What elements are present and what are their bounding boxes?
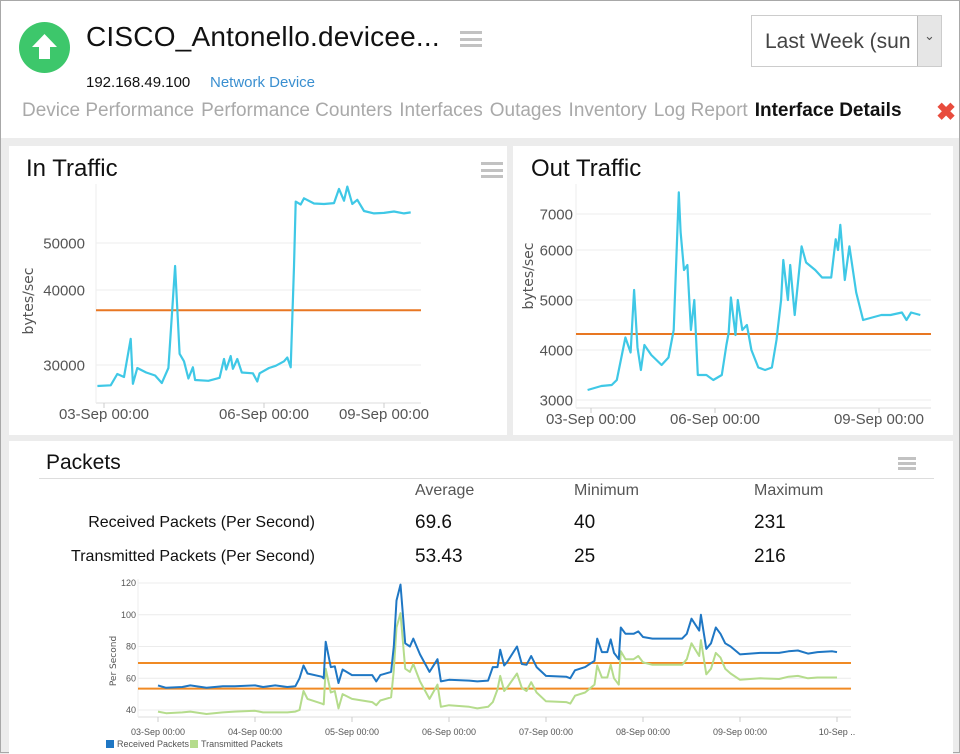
out-traffic-title: Out Traffic: [531, 155, 642, 182]
legend-transmitted[interactable]: Transmitted Packets: [190, 739, 283, 749]
tab-log-report[interactable]: Log Report: [653, 100, 748, 121]
device-menu-icon[interactable]: [460, 31, 482, 47]
packets-title: Packets: [46, 451, 121, 474]
x-tick-label: 06-Sep 00:00: [219, 406, 309, 423]
device-title: CISCO_Antonello.devicee...: [86, 21, 440, 52]
traffic-line: [587, 191, 921, 392]
out-traffic-panel: Out Traffic: [513, 146, 953, 435]
y-tick-label: 50000: [43, 235, 85, 252]
tab-interfaces[interactable]: Interfaces: [399, 100, 483, 121]
in-traffic-title: In Traffic: [26, 155, 118, 182]
transmitted-minimum: 25: [574, 546, 596, 567]
x-tick-label: 09-Sep 00:00: [713, 727, 767, 737]
y-tick-label: 100: [121, 610, 136, 620]
received-average: 69.6: [415, 512, 452, 533]
x-tick-label: 07-Sep 00:00: [519, 727, 573, 737]
x-tick-label: 03-Sep 00:00: [131, 727, 185, 737]
x-tick-label: 09-Sep 00:00: [834, 411, 924, 428]
chevron-down-icon[interactable]: ⌄: [917, 16, 941, 66]
x-tick-label: 03-Sep 00:00: [59, 406, 149, 423]
tab-performance-counters[interactable]: Performance Counters: [201, 100, 393, 121]
y-tick-label: 120: [121, 578, 136, 588]
y-tick-label: 60: [126, 673, 136, 683]
y-axis-label: bytes/sec: [21, 268, 37, 335]
legend-swatch-transmitted: [190, 740, 198, 748]
x-tick-label: 03-Sep 00:00: [546, 411, 636, 428]
received-packets-line: [157, 583, 838, 689]
traffic-line: [97, 185, 411, 388]
y-tick-label: 30000: [43, 357, 85, 374]
close-tab-icon[interactable]: ✖: [936, 99, 957, 126]
legend-received[interactable]: Received Packets: [106, 739, 189, 749]
status-up-icon: [19, 22, 70, 73]
y-tick-label: 4000: [540, 342, 573, 359]
y-axis-label: bytes/sec: [521, 243, 537, 310]
y-tick-label: 5000: [540, 292, 573, 309]
x-tick-label: 08-Sep 00:00: [616, 727, 670, 737]
received-minimum: 40: [574, 512, 596, 533]
device-type-link[interactable]: Network Device: [210, 74, 316, 91]
y-tick-label: 6000: [540, 242, 573, 259]
divider: [39, 478, 934, 479]
tab-outages[interactable]: Outages: [489, 100, 562, 121]
col-maximum: Maximum: [754, 482, 824, 499]
tab-inventory[interactable]: Inventory: [568, 100, 647, 121]
transmitted-maximum: 216: [754, 546, 786, 567]
period-select-value: Last Week (sun: [765, 30, 911, 53]
y-tick-label: 7000: [540, 206, 573, 223]
col-average: Average: [415, 482, 475, 499]
y-tick-label: 40: [126, 705, 136, 715]
row-label-received: Received Packets (Per Second): [88, 514, 315, 531]
x-tick-label: 06-Sep 00:00: [422, 727, 476, 737]
x-tick-label: 04-Sep 00:00: [228, 727, 282, 737]
packets-menu-icon[interactable]: [898, 457, 916, 470]
tab-interface-details[interactable]: Interface Details: [754, 100, 902, 121]
legend-label: Transmitted Packets: [201, 739, 283, 749]
y-axis-label: Per Second: [109, 636, 119, 686]
received-maximum: 231: [754, 512, 786, 533]
legend-label: Received Packets: [117, 739, 190, 749]
device-header: CISCO_Antonello.devicee... 192.168.49.10…: [1, 1, 959, 138]
tab-device-performance[interactable]: Device Performance: [22, 100, 195, 121]
packets-panel: Packets: [9, 441, 953, 754]
transmitted-packets-line: [157, 612, 837, 715]
x-tick-label: 05-Sep 00:00: [325, 727, 379, 737]
col-minimum: Minimum: [574, 482, 639, 499]
row-label-transmitted: Transmitted Packets (Per Second): [71, 548, 315, 565]
y-tick-label: 3000: [540, 392, 573, 409]
x-tick-label: 10-Sep ..: [819, 727, 856, 737]
x-tick-label: 09-Sep 00:00: [339, 406, 429, 423]
transmitted-average: 53.43: [415, 546, 463, 567]
x-tick-label: 06-Sep 00:00: [670, 411, 760, 428]
in-traffic-menu-icon[interactable]: [481, 162, 503, 178]
legend-swatch-received: [106, 740, 114, 748]
y-tick-label: 40000: [43, 282, 85, 299]
device-ip: 192.168.49.100: [86, 74, 191, 91]
y-tick-label: 80: [126, 642, 136, 652]
tab-bar: Device Performance Performance Counters …: [22, 100, 902, 122]
period-select[interactable]: Last Week (sun ⌄: [751, 15, 942, 67]
